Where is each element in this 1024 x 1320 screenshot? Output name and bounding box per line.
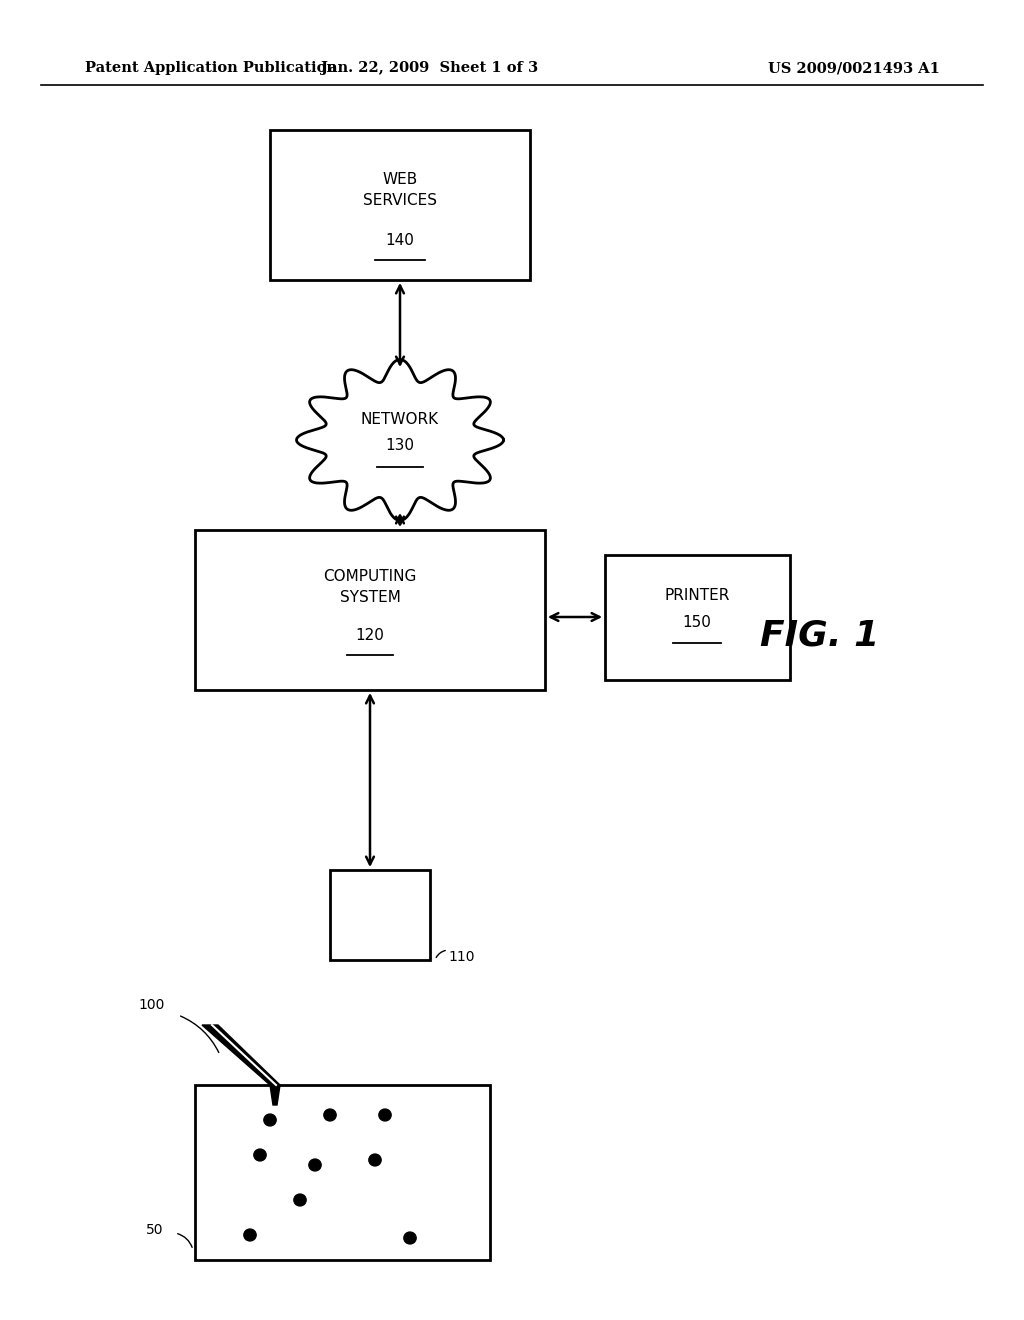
Polygon shape (202, 1026, 280, 1085)
Ellipse shape (379, 1109, 391, 1121)
Ellipse shape (264, 1114, 276, 1126)
Text: Jan. 22, 2009  Sheet 1 of 3: Jan. 22, 2009 Sheet 1 of 3 (322, 61, 539, 75)
Polygon shape (297, 359, 504, 520)
Text: WEB
SERVICES: WEB SERVICES (362, 172, 437, 209)
Bar (605, 554, 790, 680)
Text: Patent Application Publication: Patent Application Publication (85, 61, 337, 75)
Ellipse shape (403, 1232, 416, 1243)
Bar (195, 531, 545, 690)
Ellipse shape (369, 1154, 381, 1166)
Text: NETWORK: NETWORK (360, 412, 439, 428)
Text: 140: 140 (386, 234, 415, 248)
Ellipse shape (244, 1229, 256, 1241)
Ellipse shape (254, 1148, 266, 1162)
Text: 130: 130 (385, 438, 415, 453)
Text: 150: 150 (683, 615, 712, 630)
Ellipse shape (309, 1159, 322, 1171)
Text: 100: 100 (138, 998, 165, 1012)
Ellipse shape (294, 1195, 306, 1206)
Ellipse shape (324, 1109, 336, 1121)
Text: US 2009/0021493 A1: US 2009/0021493 A1 (768, 61, 940, 75)
Bar (195, 1085, 490, 1261)
Polygon shape (270, 1085, 280, 1105)
Text: 120: 120 (355, 628, 384, 643)
Text: COMPUTING
SYSTEM: COMPUTING SYSTEM (324, 569, 417, 605)
Bar (270, 129, 530, 280)
Text: 110: 110 (449, 950, 474, 964)
Bar (330, 870, 430, 960)
Text: FIG. 1: FIG. 1 (761, 618, 880, 652)
Text: PRINTER: PRINTER (665, 589, 730, 603)
Text: 50: 50 (145, 1224, 163, 1237)
